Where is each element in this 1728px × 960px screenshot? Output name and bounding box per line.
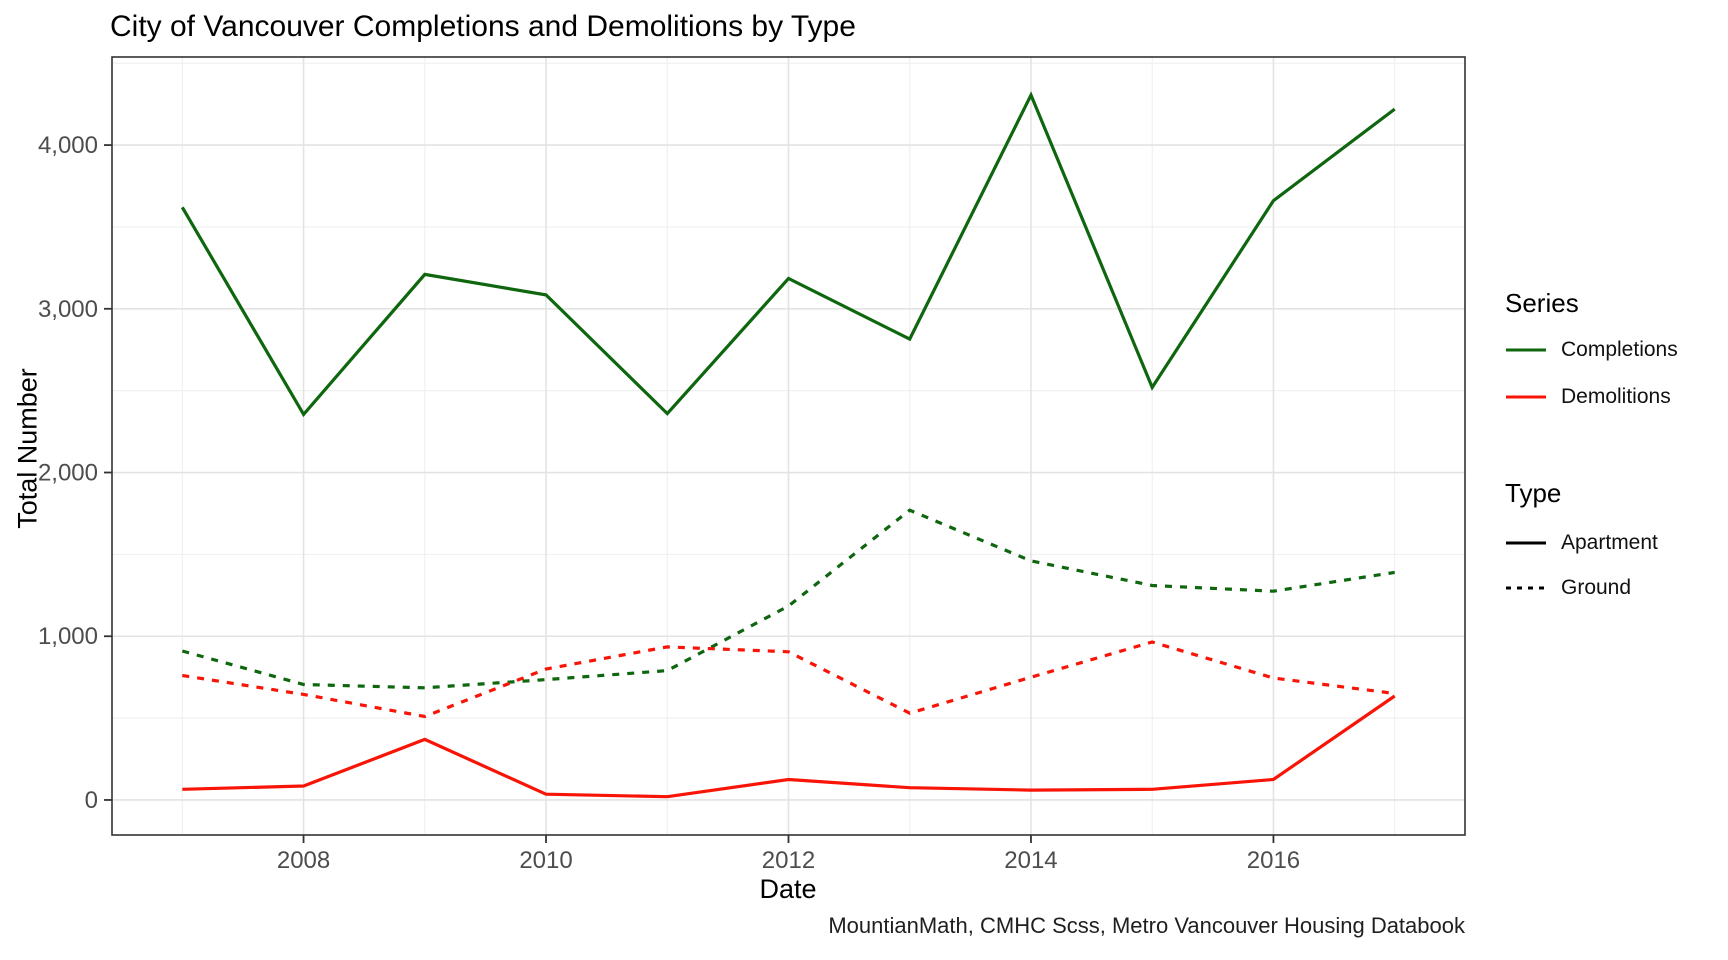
y-axis-title: Total Number xyxy=(12,368,43,529)
legend-series-title: Series xyxy=(1505,288,1579,318)
legend-item-label: Demolitions xyxy=(1561,385,1671,408)
demolitions-line-swatch-icon xyxy=(1506,395,1546,399)
x-axis-tick-label: 2012 xyxy=(762,847,815,874)
x-axis-tick-label: 2010 xyxy=(519,847,572,874)
axis-ticks xyxy=(104,144,1275,843)
series-line-demolitions-ground xyxy=(182,640,1395,719)
series-line-demolitions-apartment xyxy=(182,694,1396,799)
series-line-completions-apartment xyxy=(180,91,1396,418)
legend-item-completions: Completions xyxy=(1505,338,1678,362)
legend-type-title: Type xyxy=(1505,478,1562,508)
ground-dashed-swatch-icon xyxy=(1506,586,1546,590)
legend-item-label: Apartment xyxy=(1561,531,1658,554)
x-axis-title: Date xyxy=(759,874,817,904)
x-axis-tick-label: 2008 xyxy=(277,847,330,874)
y-axis-tick-label: 3,000 xyxy=(38,296,98,323)
y-axis-tick-label: 0 xyxy=(85,787,98,814)
legend-item-label: Completions xyxy=(1561,338,1678,361)
y-axis-tick-label: 1,000 xyxy=(38,623,98,650)
legend-item-apartment: Apartment xyxy=(1505,531,1658,555)
apartment-solid-swatch-icon xyxy=(1506,541,1546,545)
completions-line-swatch-icon xyxy=(1506,348,1546,352)
x-axis-tick-label: 2014 xyxy=(1004,847,1057,874)
y-axis-tick-label: 2,000 xyxy=(38,460,98,487)
legend-item-demolitions: Demolitions xyxy=(1505,385,1671,409)
major-gridlines xyxy=(112,57,1465,835)
source-caption: MountianMath, CMHC Scss, Metro Vancouver… xyxy=(828,913,1465,938)
x-axis-tick-label: 2016 xyxy=(1247,847,1300,874)
legend-item-label: Ground xyxy=(1561,576,1632,599)
legend-item-ground: Ground xyxy=(1505,576,1631,600)
y-axis-tick-label: 4,000 xyxy=(38,132,98,159)
chart-title: City of Vancouver Completions and Demoli… xyxy=(110,10,856,43)
